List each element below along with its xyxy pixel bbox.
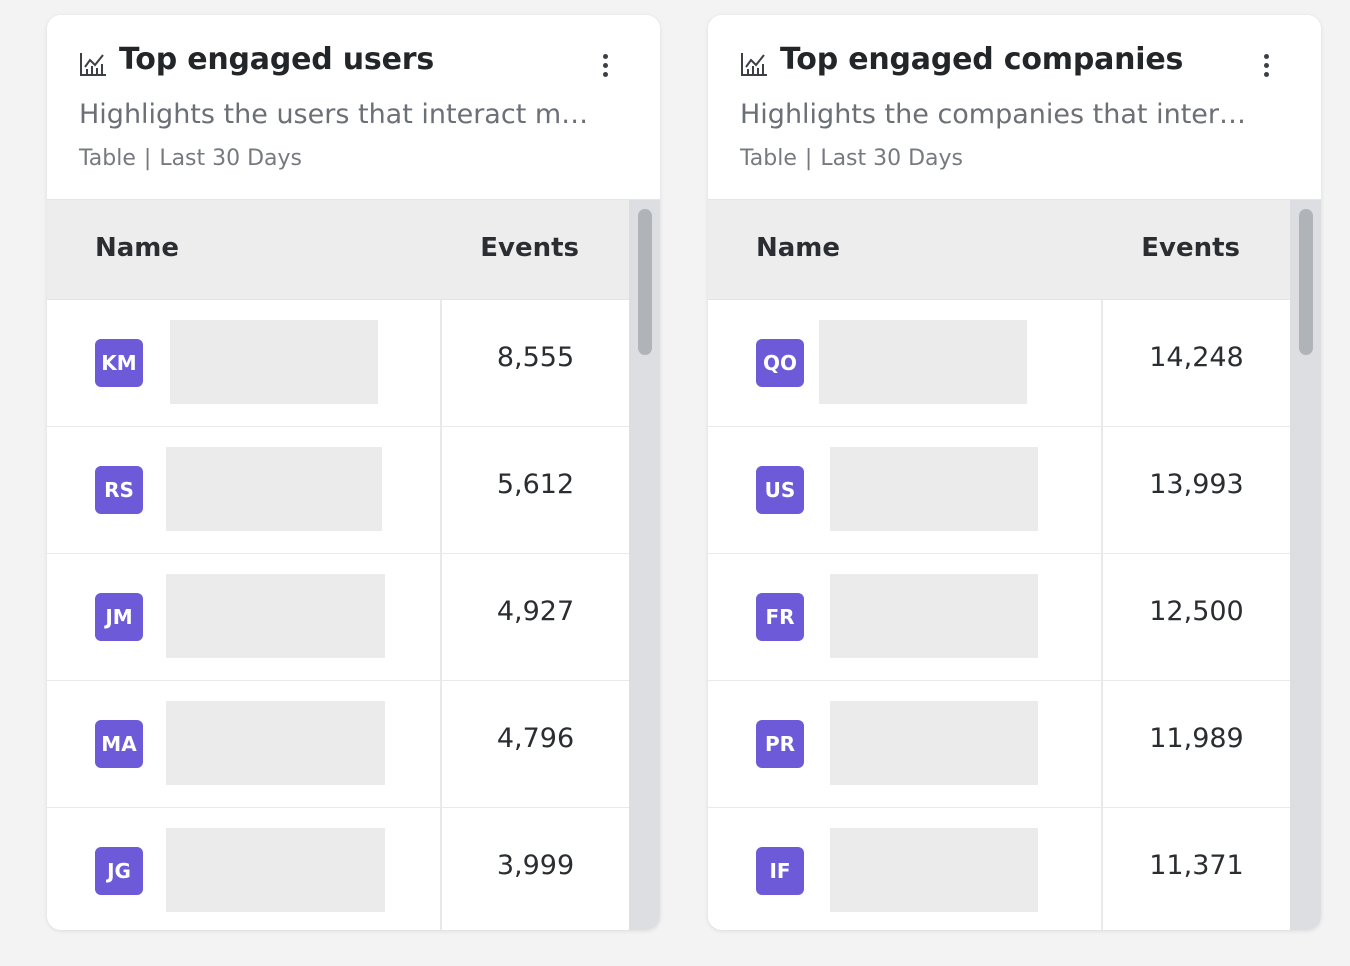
top-engaged-users-card: Top engaged users Highlights the users t… xyxy=(47,15,660,930)
events-value: 8,555 xyxy=(496,342,575,373)
table-row[interactable]: US 13,993 xyxy=(708,427,1290,555)
events-value: 4,927 xyxy=(496,596,575,627)
redacted-name xyxy=(166,574,385,658)
table-row[interactable]: FR 12,500 xyxy=(708,554,1290,682)
column-header-events[interactable]: Events xyxy=(1141,233,1240,263)
table-row[interactable]: MA 4,796 xyxy=(47,681,629,809)
companies-table: Name Events QO 14,248 US 13,993 FR 12,50… xyxy=(708,200,1321,930)
card-meta: Table | Last 30 Days xyxy=(740,146,963,171)
top-engaged-companies-card: Top engaged companies Highlights the com… xyxy=(708,15,1321,930)
users-table: Name Events KM 8,555 RS 5,612 JM 4,927 M… xyxy=(47,200,660,930)
card-header: Top engaged users Highlights the users t… xyxy=(47,15,660,200)
avatar: FR xyxy=(756,593,804,641)
column-header-name[interactable]: Name xyxy=(756,233,841,263)
events-value: 11,989 xyxy=(1149,723,1244,754)
table-row[interactable]: QO 14,248 xyxy=(708,300,1290,428)
chart-icon xyxy=(80,53,106,76)
avatar: US xyxy=(756,466,804,514)
card-title: Top engaged companies xyxy=(780,42,1184,77)
meta-type: Table xyxy=(79,146,136,171)
chart-icon xyxy=(741,53,767,76)
card-description: Highlights the users that interact mos… xyxy=(79,99,599,130)
meta-range: Last 30 Days xyxy=(820,146,964,171)
events-value: 12,500 xyxy=(1149,596,1244,627)
scrollbar-thumb[interactable] xyxy=(638,209,652,355)
card-description: Highlights the companies that interact… xyxy=(740,99,1260,130)
meta-range: Last 30 Days xyxy=(159,146,303,171)
redacted-name xyxy=(830,447,1038,531)
table-row[interactable]: IF 11,371 xyxy=(708,808,1290,930)
avatar: QO xyxy=(756,339,804,387)
meta-separator: | xyxy=(143,146,152,171)
avatar: JM xyxy=(95,593,143,641)
meta-separator: | xyxy=(804,146,813,171)
table-row[interactable]: KM 8,555 xyxy=(47,300,629,428)
column-header-events[interactable]: Events xyxy=(480,233,579,263)
avatar: MA xyxy=(95,720,143,768)
table-row[interactable]: JG 3,999 xyxy=(47,808,629,930)
scrollbar[interactable] xyxy=(1290,200,1321,930)
redacted-name xyxy=(819,320,1027,404)
scrollbar-thumb[interactable] xyxy=(1299,209,1313,355)
column-header-name[interactable]: Name xyxy=(95,233,180,263)
redacted-name xyxy=(830,701,1038,785)
card-title: Top engaged users xyxy=(119,42,434,77)
table-row[interactable]: PR 11,989 xyxy=(708,681,1290,809)
events-value: 13,993 xyxy=(1149,469,1244,500)
events-value: 11,371 xyxy=(1149,850,1244,881)
avatar: JG xyxy=(95,847,143,895)
redacted-name xyxy=(170,320,378,404)
meta-type: Table xyxy=(740,146,797,171)
avatar: PR xyxy=(756,720,804,768)
table-row[interactable]: RS 5,612 xyxy=(47,427,629,555)
avatar: RS xyxy=(95,466,143,514)
card-meta: Table | Last 30 Days xyxy=(79,146,302,171)
redacted-name xyxy=(830,574,1038,658)
redacted-name xyxy=(166,701,385,785)
scrollbar[interactable] xyxy=(629,200,660,930)
events-value: 5,612 xyxy=(496,469,575,500)
kebab-menu-icon[interactable] xyxy=(592,52,618,80)
kebab-menu-icon[interactable] xyxy=(1253,52,1279,80)
events-value: 4,796 xyxy=(496,723,575,754)
events-value: 3,999 xyxy=(496,850,575,881)
redacted-name xyxy=(830,828,1038,912)
events-value: 14,248 xyxy=(1149,342,1244,373)
redacted-name xyxy=(166,447,382,531)
card-header: Top engaged companies Highlights the com… xyxy=(708,15,1321,200)
avatar: KM xyxy=(95,339,143,387)
table-header: Name Events xyxy=(708,200,1290,300)
table-header: Name Events xyxy=(47,200,629,300)
table-row[interactable]: JM 4,927 xyxy=(47,554,629,682)
redacted-name xyxy=(166,828,385,912)
avatar: IF xyxy=(756,847,804,895)
